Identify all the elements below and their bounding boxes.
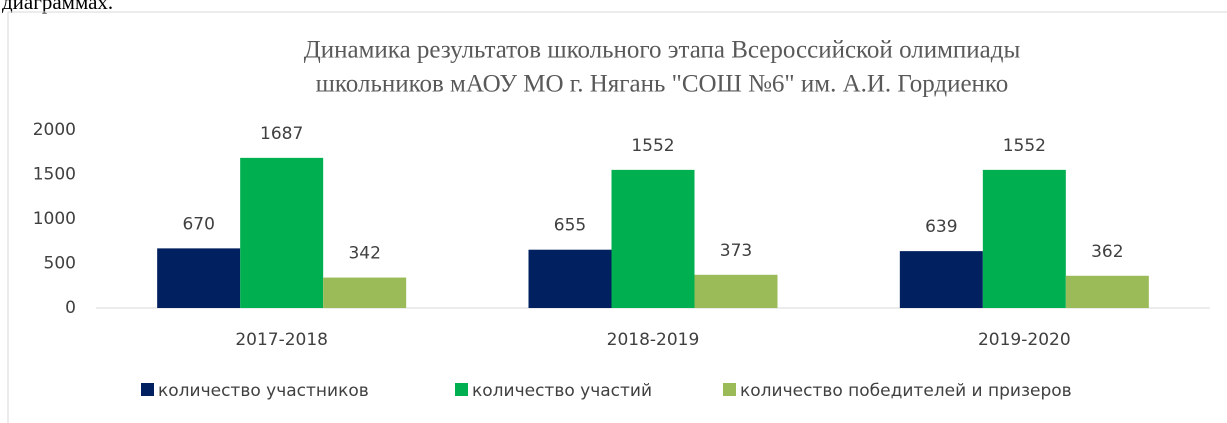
bar: [694, 274, 778, 308]
bar: [157, 248, 241, 308]
value-label: 1687: [260, 124, 303, 144]
bar: [611, 169, 695, 308]
chart-title: школьников мАОУ МО г. Нягань "СОШ №6" им…: [316, 71, 1009, 98]
bar: [899, 251, 983, 308]
bar: [323, 277, 407, 308]
bar: [982, 169, 1066, 308]
chart-title: Динамика результатов школьного этапа Все…: [304, 37, 1021, 64]
value-label: 373: [720, 241, 752, 261]
value-label: 1552: [1003, 136, 1046, 156]
x-tick-label: 2019-2020: [978, 330, 1071, 350]
y-tick-label: 0: [65, 298, 76, 318]
y-tick-label: 500: [44, 254, 76, 274]
x-tick-label: 2018-2019: [607, 330, 700, 350]
chart-border: [7, 11, 1227, 423]
x-tick-label: 2017-2018: [235, 330, 328, 350]
value-label: 362: [1091, 242, 1123, 262]
bar: [528, 249, 612, 308]
value-label: 670: [182, 214, 214, 234]
y-tick-label: 2000: [33, 120, 76, 140]
value-label: 1552: [631, 136, 674, 156]
value-label: 639: [925, 217, 957, 237]
bar: [240, 157, 324, 308]
legend-swatch: [723, 383, 736, 396]
bar: [1065, 275, 1149, 308]
legend-swatch: [455, 383, 468, 396]
intro-text: диаграммах.: [2, 0, 113, 14]
y-tick-label: 1500: [33, 165, 76, 185]
legend-swatch: [141, 383, 154, 396]
value-label: 342: [348, 244, 380, 264]
y-tick-label: 1000: [33, 209, 76, 229]
legend-label: количество победителей и призеров: [740, 381, 1072, 401]
legend-label: количество участий: [472, 381, 652, 401]
value-label: 655: [554, 216, 586, 236]
legend-label: количество участников: [158, 381, 369, 401]
